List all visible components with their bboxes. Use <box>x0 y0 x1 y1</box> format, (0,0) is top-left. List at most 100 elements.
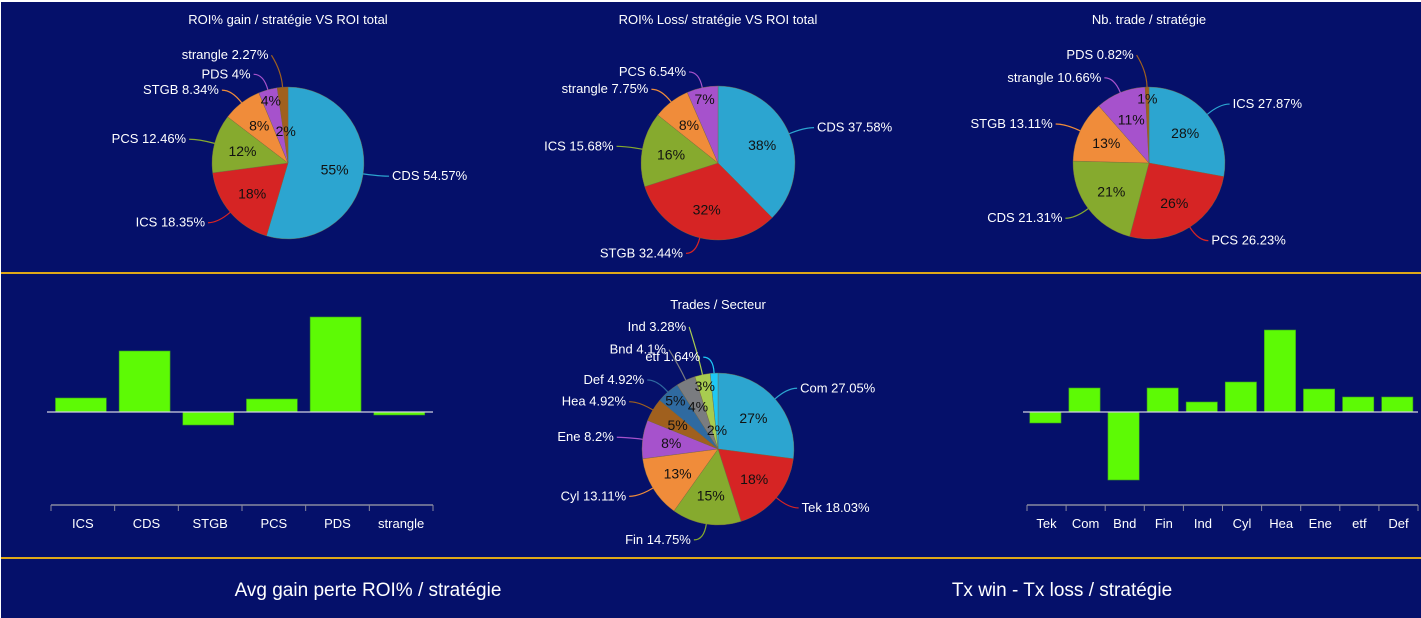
leader-line <box>775 497 799 509</box>
leader-line <box>651 88 672 103</box>
x-tick-label: Fin <box>1155 516 1173 531</box>
slice-percent-label: 18% <box>740 471 768 487</box>
slice-percent-label: 11% <box>1118 111 1145 127</box>
x-tick-label: Cyl <box>1233 516 1252 531</box>
leader-line <box>629 401 654 411</box>
slice-percent-label: 13% <box>1092 135 1120 151</box>
leader-line <box>774 387 798 400</box>
leader-line <box>208 211 231 224</box>
bar-Ind <box>1185 401 1218 413</box>
pie-slice-Tek <box>717 448 794 522</box>
bar-Cyl <box>1224 381 1257 413</box>
leader-line <box>685 237 701 254</box>
slice-percent-label: 4% <box>261 93 281 109</box>
section-divider <box>1 272 1421 274</box>
leader-line <box>1206 103 1230 115</box>
slice-percent-label: 27% <box>739 410 767 426</box>
bar-STGB <box>182 411 235 426</box>
slice-label: strangle 2.27% <box>182 47 269 62</box>
slice-label: etf 1.64% <box>645 349 700 364</box>
slice-label: Fin 14.75% <box>625 532 691 547</box>
slice-percent-label: 18% <box>238 186 266 202</box>
slice-label: ICS 27.87% <box>1233 96 1303 111</box>
pie-slice-ICS <box>212 162 289 237</box>
pie-slice-CDS <box>1072 160 1150 237</box>
leader-line <box>221 89 243 104</box>
slice-label: Ind 3.28% <box>628 319 687 334</box>
pie-slice-strangle <box>276 86 289 164</box>
x-tick-label: Tek <box>1036 516 1057 531</box>
leader-line <box>688 71 703 88</box>
slice-label: STGB 13.11% <box>971 116 1054 131</box>
x-tick-label: STGB <box>192 516 227 531</box>
pie-slice-ICS <box>640 114 719 187</box>
pie-slice-Com <box>717 372 795 459</box>
x-tick-label: Com <box>1072 516 1099 531</box>
leader-line <box>1136 54 1148 88</box>
slice-label: Ene 8.2% <box>557 429 614 444</box>
x-tick-label: Bnd <box>1113 516 1136 531</box>
slice-percent-label: 3% <box>695 378 715 394</box>
leader-line <box>647 379 669 393</box>
slice-percent-label: 12% <box>228 143 256 159</box>
pie-slice-PCS <box>211 116 289 174</box>
slice-percent-label: 26% <box>1160 195 1188 211</box>
slice-percent-label: 5% <box>665 392 685 408</box>
slice-percent-label: 32% <box>693 201 721 217</box>
slice-percent-label: 16% <box>657 146 685 162</box>
pie-slice-Fin <box>673 448 742 526</box>
bar-ICS <box>55 397 107 413</box>
slice-label: PCS 6.54% <box>619 64 687 79</box>
x-tick-label: Ene <box>1309 516 1332 531</box>
leader-line <box>1065 208 1089 219</box>
bar-Ene <box>1303 388 1336 413</box>
slice-percent-label: 28% <box>1171 125 1199 141</box>
slice-label: Def 4.92% <box>584 372 645 387</box>
slice-percent-label: 38% <box>748 137 776 153</box>
leader-line <box>189 138 215 144</box>
slice-label: PCS 26.23% <box>1211 233 1286 248</box>
bar-Hea <box>1264 329 1296 413</box>
slice-percent-label: 8% <box>661 435 681 451</box>
x-tick-label: PDS <box>324 516 351 531</box>
slice-label: Bnd 4.1% <box>610 342 667 357</box>
slice-percent-label: 2% <box>707 422 727 438</box>
leader-line <box>629 487 654 498</box>
slice-label: strangle 7.75% <box>562 81 649 96</box>
leader-line <box>1189 226 1209 242</box>
slice-label: STGB 8.34% <box>143 82 219 97</box>
slice-label: Hea 4.92% <box>562 394 627 409</box>
slice-label: PCS 12.46% <box>112 131 187 146</box>
slice-label: PDS 4% <box>201 66 251 81</box>
slice-label: STGB 32.44% <box>600 245 684 260</box>
slice-percent-label: 5% <box>667 417 687 433</box>
pie-slice-PCS <box>686 85 719 164</box>
bar-PCS <box>246 398 298 413</box>
slice-percent-label: 55% <box>321 162 349 178</box>
slice-percent-label: 8% <box>249 118 269 134</box>
slice-label: CDS 21.31% <box>987 210 1063 225</box>
leader-line <box>253 73 269 90</box>
slice-label: Cyl 13.11% <box>561 488 627 503</box>
x-tick-label: etf <box>1352 516 1367 531</box>
slice-percent-label: 1% <box>1137 90 1157 106</box>
x-tick-label: CDS <box>133 516 161 531</box>
bar-Fin <box>1146 387 1179 413</box>
x-tick-label: Hea <box>1269 516 1294 531</box>
x-tick-label: Def <box>1388 516 1409 531</box>
leader-line <box>693 524 707 541</box>
leader-line <box>668 349 687 381</box>
slice-percent-label: 7% <box>695 91 715 107</box>
bar-Com <box>1068 387 1101 413</box>
slice-label: ICS 18.35% <box>136 215 206 230</box>
slice-label: strangle 10.66% <box>1007 70 1101 85</box>
avg-gain-title: Avg gain perte ROI% / stratégie <box>234 580 502 601</box>
bar-Def <box>1381 396 1414 413</box>
leader-line <box>270 54 284 88</box>
leader-line <box>616 436 643 440</box>
x-tick-label: ICS <box>72 516 94 531</box>
chart-title: ROI% gain / stratégie VS ROI total <box>188 12 388 27</box>
bar-Tek <box>1029 411 1062 424</box>
